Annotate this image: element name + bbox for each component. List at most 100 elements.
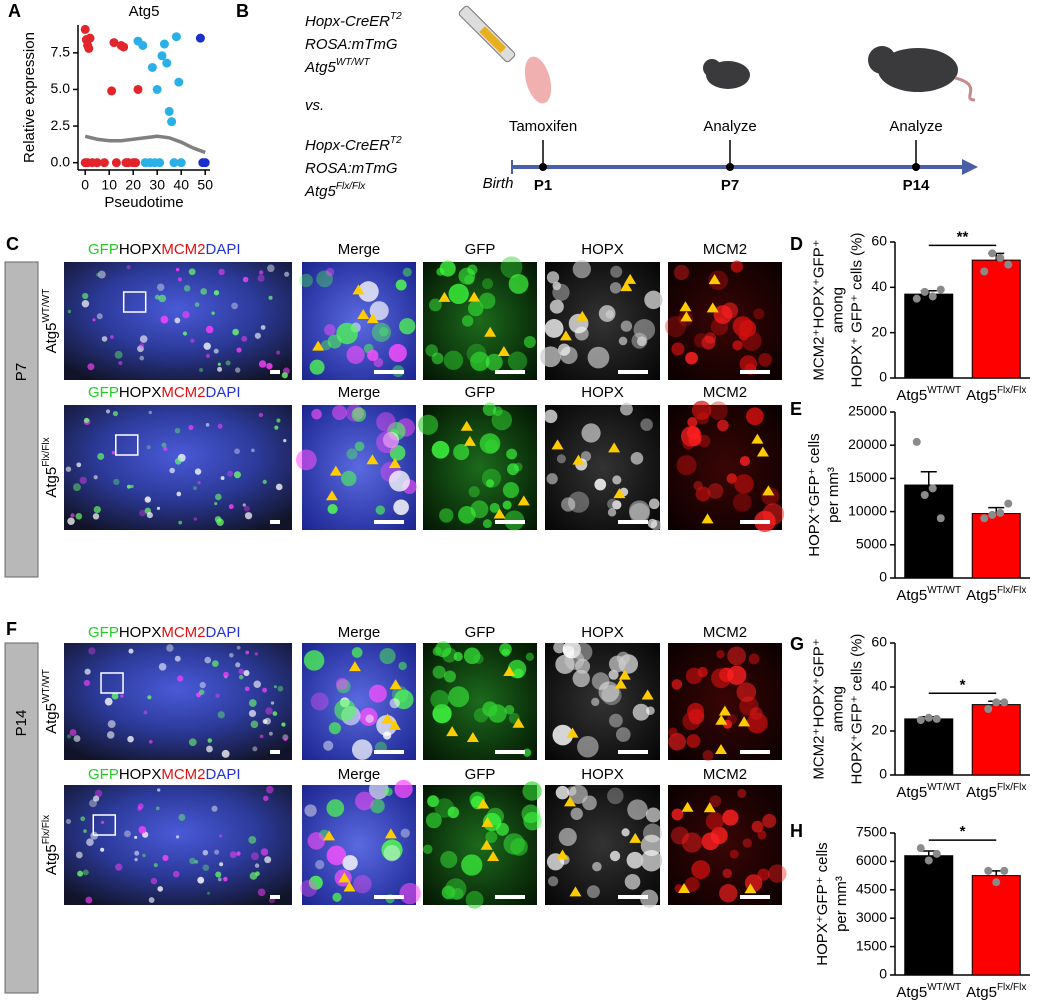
cell: [234, 448, 240, 455]
cell: [236, 851, 241, 856]
cell: [139, 343, 145, 349]
event-dot: [726, 163, 734, 171]
cell: [206, 745, 213, 753]
scale-bar: [495, 370, 525, 374]
cell: [253, 680, 261, 688]
cell: [671, 679, 683, 690]
cell: [120, 694, 124, 698]
marker-arrowhead: [572, 454, 585, 465]
cell: [358, 281, 379, 302]
cell: [303, 650, 325, 671]
event-label: Analyze: [889, 118, 942, 135]
cell: [557, 343, 571, 356]
y-axis-label: HOPX⁺GFP⁺ cells (%): [848, 634, 865, 785]
cell: [729, 849, 739, 859]
cell: [394, 779, 413, 799]
inset-box: [115, 434, 139, 456]
cell: [368, 684, 387, 703]
cell: [695, 486, 711, 502]
cell: [202, 849, 209, 856]
x-tick-label: 10: [101, 177, 117, 193]
cell: [137, 345, 144, 353]
cell: [193, 517, 198, 521]
cell: [236, 347, 242, 353]
bar: [904, 293, 954, 379]
cell: [383, 844, 401, 862]
cell: [615, 727, 631, 742]
cell: [450, 285, 467, 303]
scale-bar: [618, 520, 648, 524]
cell: [205, 353, 211, 358]
cell: [432, 665, 446, 679]
cell: [665, 316, 687, 338]
cell: [367, 349, 379, 362]
cell: [93, 505, 101, 514]
cell: [166, 644, 174, 652]
column-header: MCM2: [703, 624, 747, 641]
cell: [758, 352, 773, 367]
cell: [154, 294, 160, 300]
scatter-point: [174, 77, 184, 87]
cell: [504, 704, 515, 715]
cell: [148, 410, 152, 415]
cell: [243, 670, 250, 677]
cell: [130, 484, 134, 489]
cell: [709, 401, 728, 421]
cell: [546, 473, 558, 485]
cell: [300, 879, 318, 897]
scale-bar: [374, 370, 404, 374]
cell: [323, 740, 334, 751]
marker-arrowhead: [366, 454, 379, 465]
cell: [266, 362, 273, 370]
cell: [150, 877, 158, 885]
text-superscript: T2: [390, 11, 402, 22]
text-base: Atg5: [966, 784, 997, 801]
cell: [251, 448, 255, 453]
cell: [283, 438, 287, 443]
cell: [742, 838, 753, 848]
data-point: [924, 713, 933, 722]
event-dot: [912, 163, 920, 171]
cell: [382, 431, 400, 449]
scatter-point: [147, 62, 157, 72]
text-superscript: WT/WT: [927, 982, 961, 993]
cell: [134, 857, 138, 862]
cell: [66, 734, 72, 739]
cell: [470, 351, 490, 372]
marker-arrowhead: [468, 291, 481, 302]
cell: [268, 295, 273, 300]
cell: [671, 342, 685, 356]
cell: [485, 479, 495, 488]
x-tick-label: Atg5WT/WT: [896, 782, 961, 801]
cell: [668, 727, 678, 737]
cell: [671, 808, 684, 821]
bar: [904, 718, 954, 776]
cell: [160, 315, 169, 324]
scatter-point: [155, 158, 165, 168]
cell: [727, 646, 746, 666]
cell: [114, 350, 123, 359]
cell: [321, 340, 332, 351]
cell: [543, 409, 558, 424]
text-superscript: Flx/Flx: [997, 385, 1026, 396]
cell: [332, 405, 347, 421]
scale-bar: [495, 750, 525, 754]
scatter-point: [159, 39, 169, 49]
cell: [440, 851, 458, 869]
cell: [158, 662, 167, 671]
cell: [214, 849, 220, 855]
scatter-point: [200, 158, 210, 168]
cell: [465, 890, 484, 909]
cell: [762, 503, 785, 525]
cell: [264, 856, 272, 864]
marker-arrowhead: [715, 714, 728, 725]
panel-letter: G: [790, 634, 804, 654]
cell: [482, 402, 497, 416]
cell: [275, 483, 283, 491]
stain-name: GFP: [88, 766, 119, 783]
text-base: Atg5: [43, 703, 60, 734]
marker-arrowhead: [338, 872, 351, 883]
mouse-p14-body: [878, 48, 958, 92]
cell: [260, 848, 269, 856]
marker-arrowhead: [493, 508, 506, 519]
